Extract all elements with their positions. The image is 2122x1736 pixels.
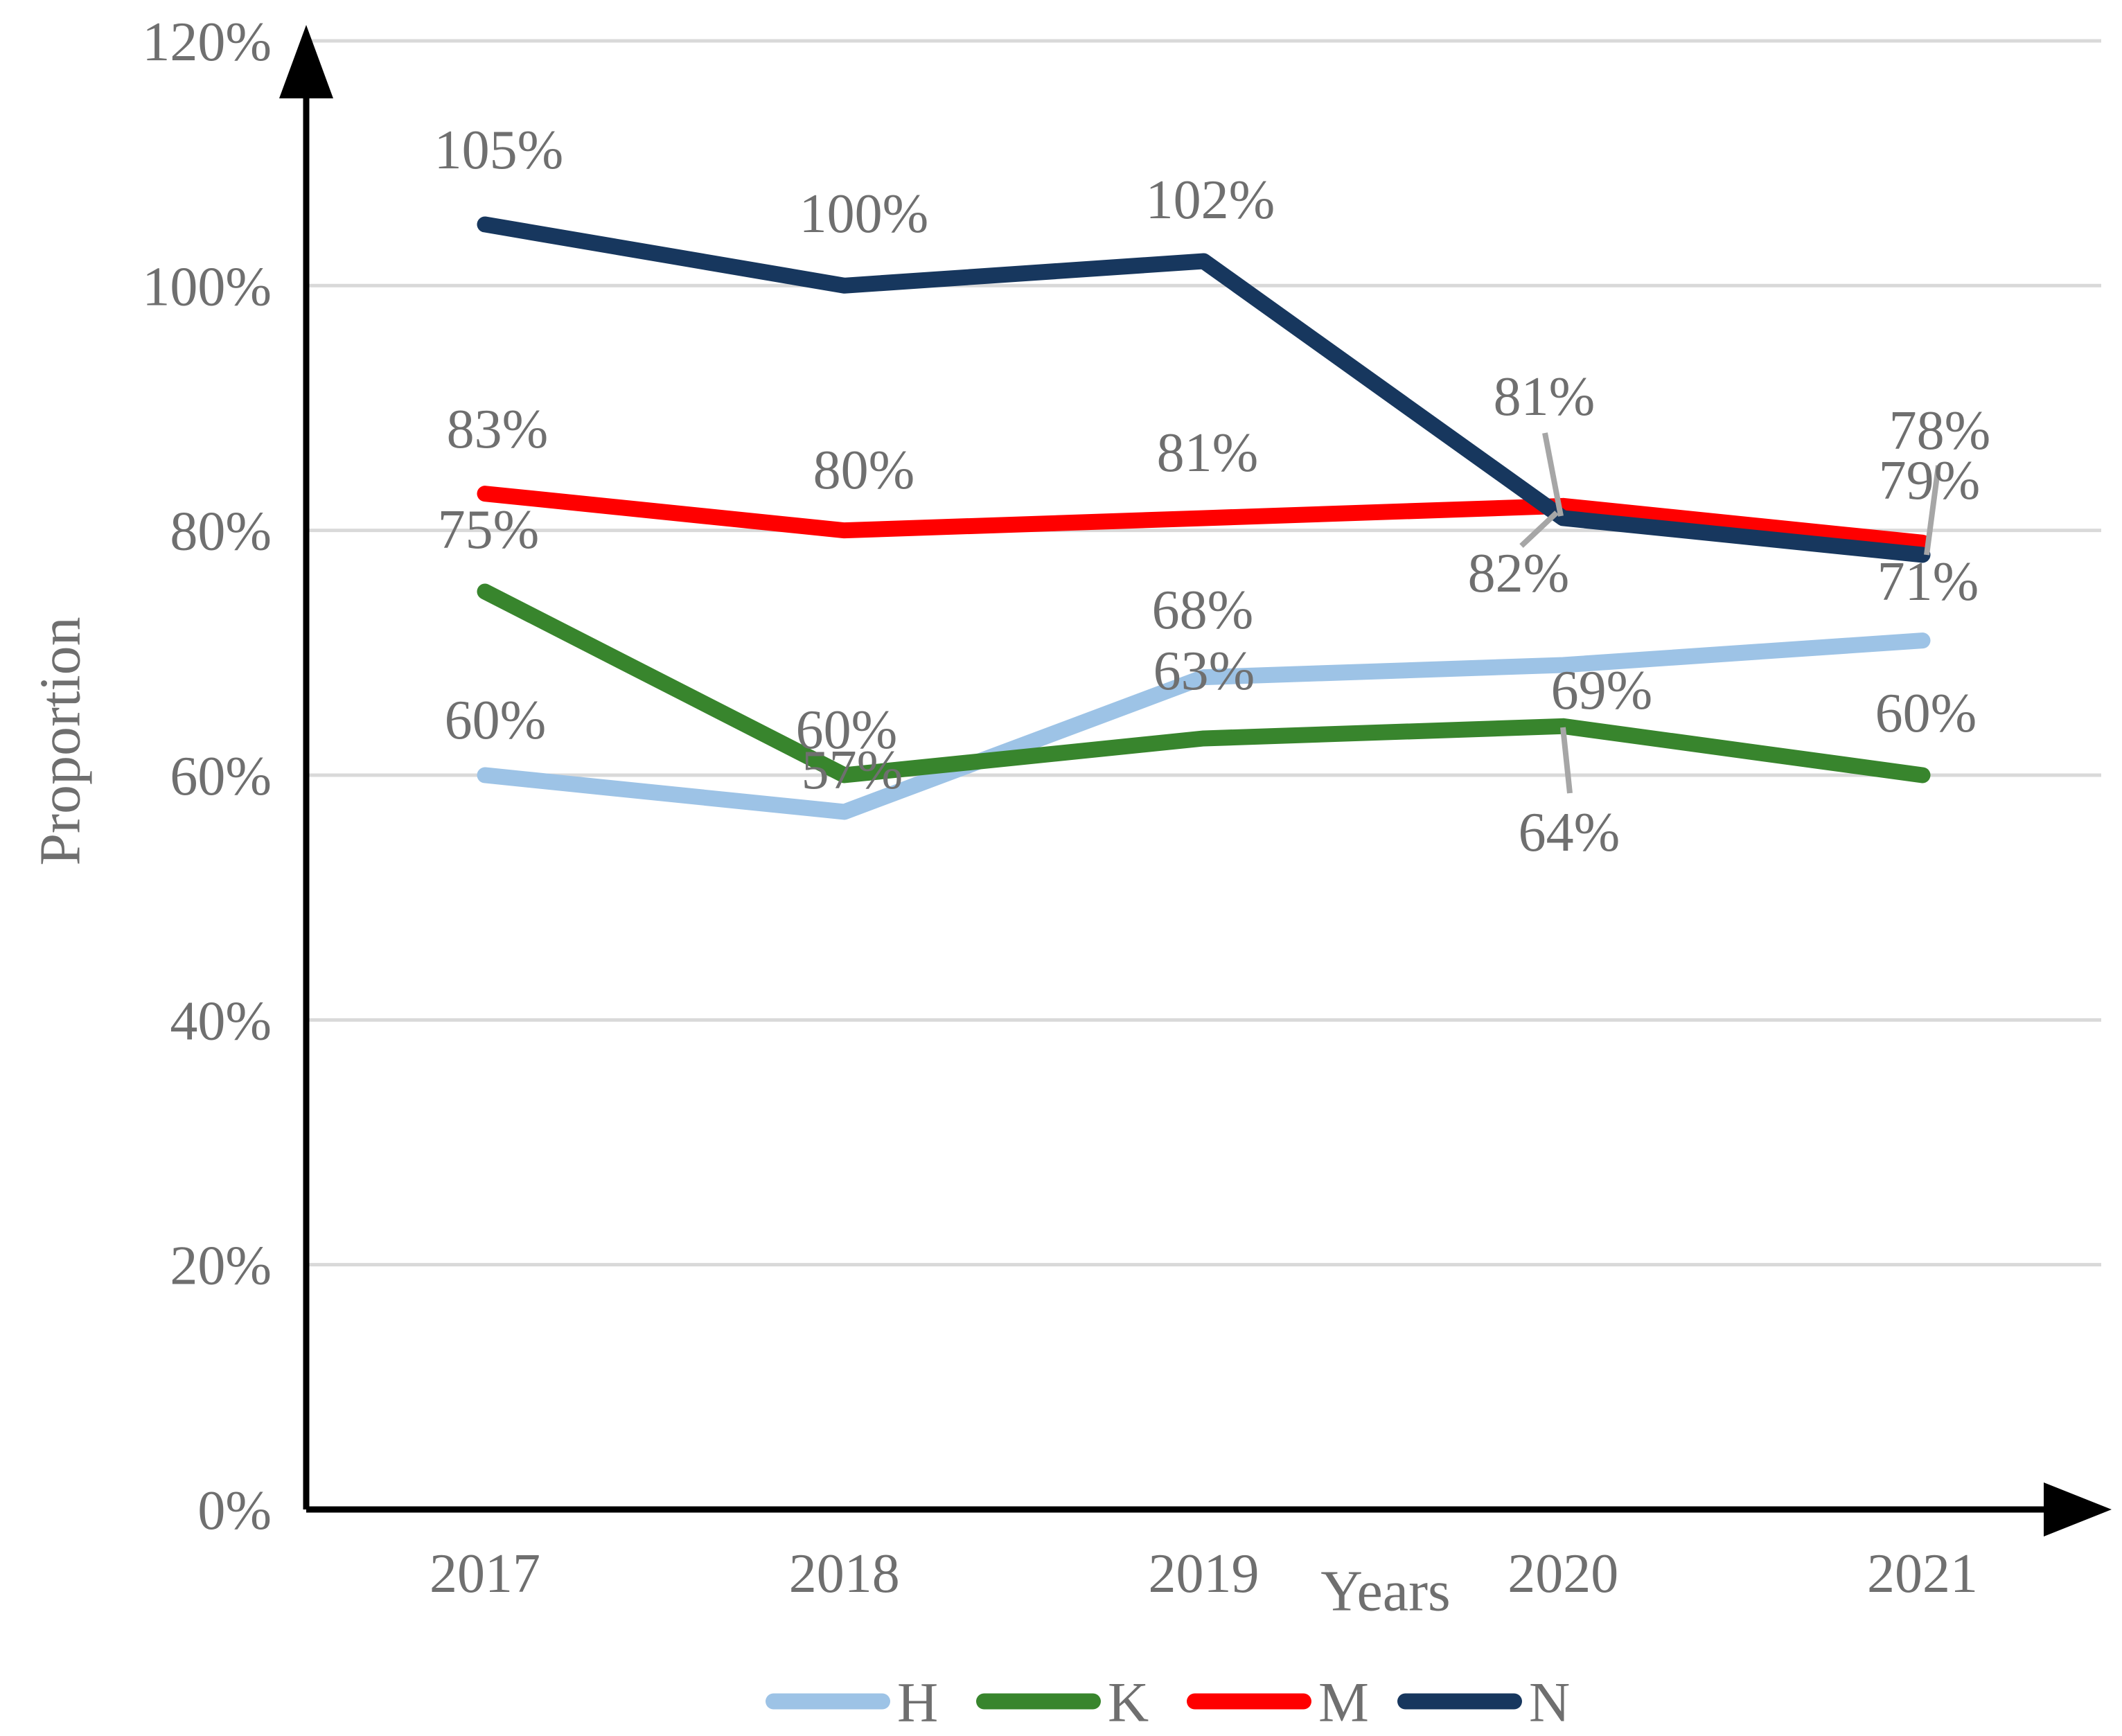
legend-label-M: M: [1318, 1671, 1369, 1734]
label-leader-line: [1542, 432, 1564, 517]
data-label-M-2021: 79%: [1879, 450, 1981, 511]
data-label-H-2019: 68%: [1152, 580, 1254, 641]
x-tick-labels-group: 2017 2018 2019 2020 2021: [430, 1543, 1978, 1604]
data-label-K-2021: 60%: [1875, 683, 1977, 744]
data-label-M-2020: 82%: [1468, 543, 1570, 604]
data-label-M-2019: 81%: [1157, 423, 1259, 484]
data-label-N-2021: 78%: [1889, 400, 1991, 461]
data-labels-group: 60%57%68%69%71%75%60%63%64%60%83%80% 81%8…: [434, 120, 1991, 863]
data-label-K-2019: 63%: [1153, 641, 1255, 702]
x-tick-label: 2020: [1507, 1543, 1618, 1604]
label-leader-lines-group: [1519, 432, 1941, 794]
y-axis-arrow-icon: [279, 25, 333, 98]
label-leader-line: [1519, 511, 1559, 548]
data-label-H-2018: 57%: [802, 740, 903, 801]
x-tick-label: 2018: [789, 1543, 900, 1604]
label-leader-line: [1560, 727, 1573, 794]
y-tick-label: 40%: [170, 991, 272, 1052]
legend-label-H: H: [897, 1671, 938, 1734]
legend-swatch-H: [766, 1693, 890, 1710]
y-tick-label: 60%: [170, 746, 272, 807]
series-line-N: [477, 216, 1931, 563]
data-label-H-2020: 69%: [1551, 660, 1653, 721]
x-tick-label: 2019: [1149, 1543, 1259, 1604]
x-tick-label: 2017: [430, 1543, 540, 1604]
legend-swatch-K: [976, 1693, 1101, 1710]
x-tick-label: 2021: [1867, 1543, 1978, 1604]
series-line-K: [477, 583, 1931, 783]
data-label-H-2021: 71%: [1877, 551, 1979, 612]
data-label-K-2018: 60%: [796, 700, 898, 761]
data-label-H-2017: 60%: [445, 690, 547, 751]
data-label-N-2017: 105%: [434, 120, 564, 181]
series-line-M: [477, 486, 1931, 551]
y-tick-labels-group: 0% 20% 40% 60% 80% 100% 120%: [142, 12, 272, 1541]
axes-group: [279, 25, 2112, 1536]
y-tick-label: 80%: [170, 502, 272, 563]
data-label-M-2017: 83%: [447, 399, 549, 460]
legend-label-K: K: [1108, 1671, 1149, 1734]
y-tick-label: 20%: [170, 1236, 272, 1297]
legend-label-N: N: [1529, 1671, 1570, 1734]
x-axis-arrow-icon: [2044, 1482, 2112, 1536]
y-tick-label: 0%: [197, 1480, 272, 1541]
legend-swatch-N: [1397, 1693, 1522, 1710]
series-line-H: [477, 632, 1931, 820]
data-label-M-2018: 80%: [813, 440, 915, 501]
y-tick-label: 100%: [142, 256, 272, 317]
data-label-K-2020: 64%: [1519, 802, 1620, 863]
series-group: [477, 216, 1931, 820]
label-leader-line: [1924, 465, 1941, 556]
x-axis-title: Years: [1320, 1559, 1450, 1623]
data-label-N-2019: 102%: [1146, 170, 1275, 231]
data-label-N-2020: 81%: [1494, 366, 1595, 427]
legend-swatch-M: [1187, 1693, 1311, 1710]
data-label-K-2017: 75%: [438, 499, 540, 560]
data-label-N-2018: 100%: [799, 184, 929, 245]
gridlines-group: [306, 39, 2101, 1267]
y-axis-title: Proportion: [28, 617, 92, 865]
y-tick-label: 120%: [142, 12, 272, 73]
